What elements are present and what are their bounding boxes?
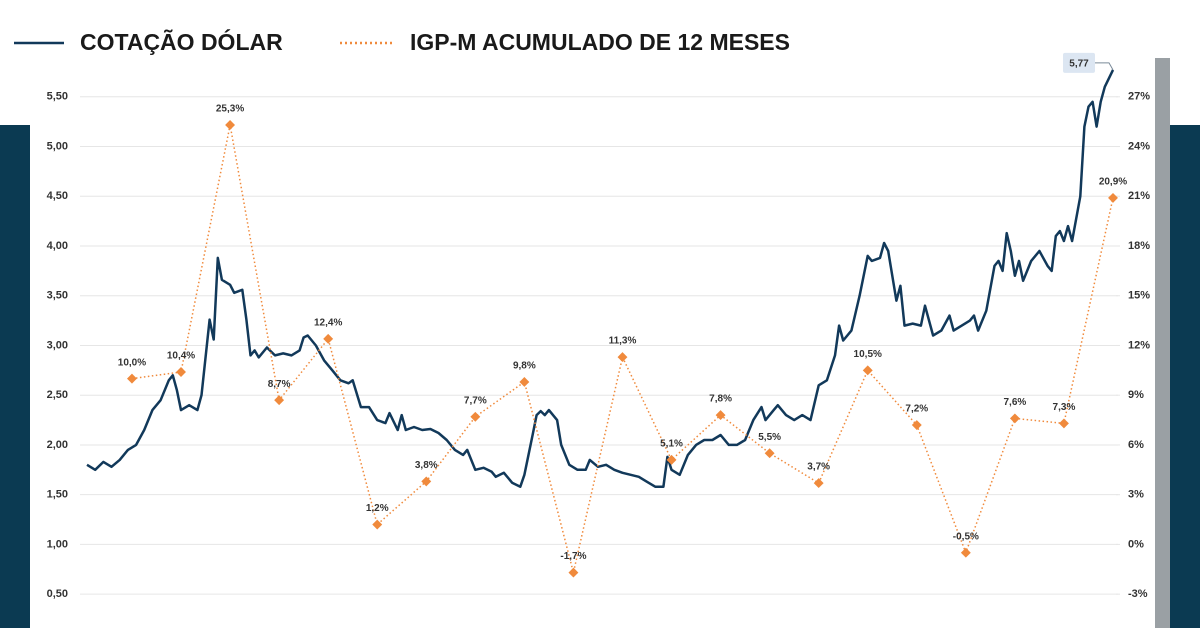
point-marker (421, 476, 432, 487)
y2-tick-label: 6% (1128, 439, 1144, 451)
data-label: 5,5% (758, 432, 781, 443)
y2-tick-label: 3% (1128, 489, 1144, 501)
point-marker (568, 567, 579, 578)
y2-tick-label: 0% (1128, 538, 1144, 550)
point-marker (470, 411, 481, 422)
y-tick-label: 5,00 (47, 140, 68, 152)
point-marker (911, 420, 922, 431)
y2-tick-label: 12% (1128, 339, 1150, 351)
y-tick-label: 2,50 (47, 389, 68, 401)
point-marker (372, 519, 383, 530)
data-label: 1,2% (366, 503, 389, 514)
point-marker (715, 410, 726, 421)
data-label: 7,8% (709, 394, 732, 405)
y-tick-label: 1,00 (47, 538, 68, 550)
data-label: 5,77 (1069, 59, 1089, 70)
data-label: -0,5% (953, 531, 979, 542)
data-label: 5,1% (660, 439, 683, 450)
point-marker (666, 454, 677, 465)
legend-label: COTAÇÃO DÓLAR (80, 28, 283, 55)
label-connector (1095, 62, 1114, 71)
data-label: 7,7% (464, 395, 487, 406)
left-panel (0, 125, 30, 628)
y2-tick-label: 21% (1128, 190, 1150, 202)
y-tick-label: 4,00 (47, 240, 68, 252)
data-label: 7,3% (1053, 402, 1076, 413)
y-tick-label: 5,50 (47, 91, 68, 103)
data-label: 3,7% (807, 462, 830, 473)
data-label: 7,6% (1003, 397, 1026, 408)
legend: COTAÇÃO DÓLAR IGP-M ACUMULADO DE 12 MESE… (14, 28, 790, 55)
point-marker (1009, 413, 1020, 424)
point-marker (617, 352, 628, 363)
data-label: 3,8% (415, 460, 438, 471)
data-label: 10,4% (167, 351, 195, 362)
point-marker (1058, 418, 1069, 429)
point-marker (519, 376, 530, 387)
series-line (86, 69, 1115, 488)
y2-tick-label: 15% (1128, 290, 1150, 302)
data-label: 11,3% (609, 336, 637, 347)
y-tick-label: 2,00 (47, 439, 68, 451)
point-marker (862, 365, 873, 376)
point-marker (960, 547, 971, 558)
data-label: 7,2% (905, 404, 928, 415)
point-marker (813, 478, 824, 489)
y-tick-label: 1,50 (47, 489, 68, 501)
data-label: 12,4% (314, 317, 342, 328)
y2-tick-label: 18% (1128, 240, 1150, 252)
point-marker (176, 367, 186, 377)
point-marker (127, 373, 137, 384)
y-tick-label: 3,00 (47, 339, 68, 351)
data-label: -1,7% (560, 551, 586, 562)
right-bar (1155, 58, 1170, 628)
y2-tick-label: 24% (1128, 140, 1150, 152)
y-tick-label: 0,50 (47, 588, 68, 600)
data-label: 8,7% (268, 379, 291, 390)
y2-tick-label: 9% (1128, 389, 1144, 401)
data-label: 9,8% (513, 361, 536, 372)
y-tick-label: 4,50 (47, 190, 68, 202)
point-marker (1108, 192, 1118, 203)
data-label: 25,3% (216, 104, 244, 115)
right-panel (1170, 125, 1200, 628)
legend-label: IGP-M ACUMULADO DE 12 MESES (410, 29, 790, 55)
data-label: 10,5% (854, 349, 882, 360)
point-marker (274, 395, 285, 406)
y-tick-label: 3,50 (47, 290, 68, 302)
point-marker (225, 120, 236, 130)
label-box (1063, 52, 1095, 73)
point-marker (764, 448, 775, 459)
data-label: 20,9% (1099, 177, 1127, 188)
y2-tick-label: -3% (1128, 588, 1148, 600)
y2-tick-label: 27% (1128, 91, 1150, 103)
point-marker (323, 333, 334, 344)
data-label: 10,0% (118, 357, 146, 368)
